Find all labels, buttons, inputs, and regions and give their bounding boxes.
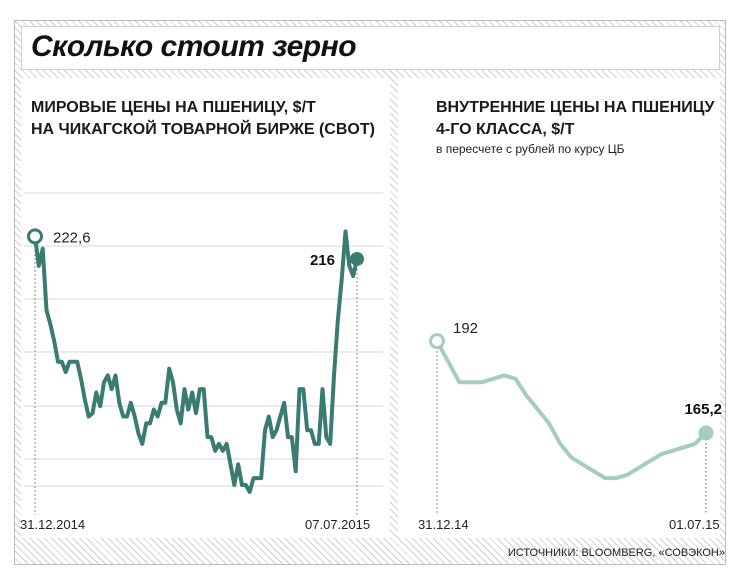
left-end-value-label: 216 — [310, 252, 335, 269]
infographic-title: Сколько стоит зерно — [31, 30, 357, 63]
right-series-line — [435, 339, 708, 481]
right-start-value-label: 192 — [453, 320, 478, 337]
left-start-value-label: 222,6 — [53, 229, 91, 246]
right-panel — [398, 78, 720, 538]
left-x-end-label: 07.07.2015 — [305, 517, 371, 532]
right-end-marker — [698, 425, 714, 441]
left-chart-title: МИРОВЫЕ ЦЕНЫ НА ПШЕНИЦУ, $/Т — [31, 99, 316, 116]
right-chart-title: ВНУТРЕННИЕ ЦЕНЫ НА ПШЕНИЦУ — [436, 99, 715, 116]
right-start-marker — [429, 333, 445, 350]
left-end-marker — [350, 251, 364, 266]
source-note: ИСТОЧНИКИ: BLOOMBERG, «СОВЭКОН» — [507, 547, 725, 559]
right-x-end-label: 01.07.15 — [669, 517, 720, 532]
right-end-value-label: 165,2 — [684, 401, 722, 418]
right-chart-subtitle: в пересчете с рублей по курсу ЦБ — [436, 142, 625, 156]
left-panel — [21, 78, 390, 538]
title-box — [21, 26, 720, 70]
left-start-marker — [27, 228, 43, 245]
left-x-start-label: 31.12.2014 — [20, 517, 86, 532]
left-chart-subtitle: НА ЧИКАГСКОЙ ТОВАРНОЙ БИРЖЕ (CBOT) — [31, 121, 375, 138]
right-x-start-label: 31.12.14 — [418, 517, 469, 532]
right-chart-title-2: 4-ГО КЛАССА, $/Т — [436, 121, 575, 138]
infographic-frame — [14, 20, 726, 565]
left-series-line — [33, 229, 359, 494]
